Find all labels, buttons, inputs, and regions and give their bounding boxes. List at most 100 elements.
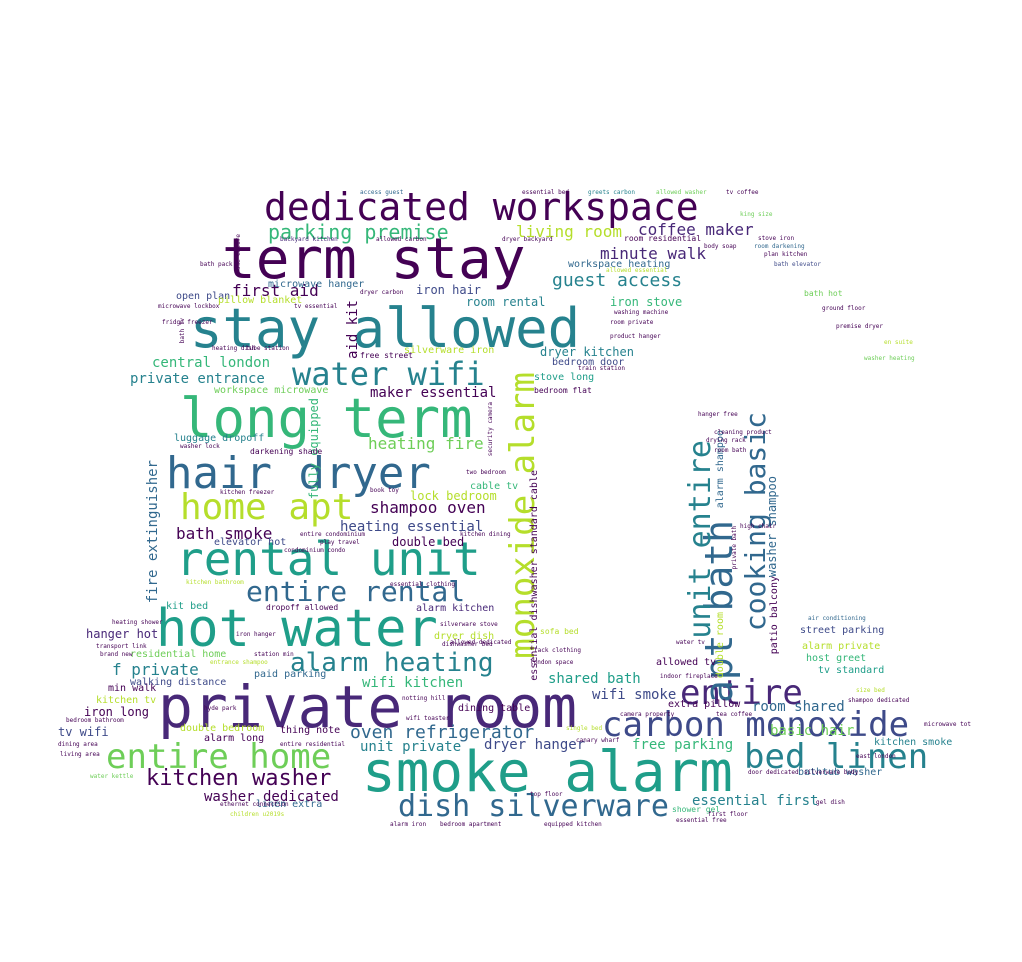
word: microwave tot	[924, 721, 971, 728]
word: allowed dedicated	[450, 639, 512, 646]
word: washer lock	[180, 443, 220, 450]
word: smoke alarm	[362, 740, 733, 805]
word: camera property	[620, 711, 675, 718]
word: book toy	[370, 487, 399, 494]
word: central london	[152, 355, 271, 371]
word: iron stove	[610, 295, 683, 309]
word: bath smoke	[176, 524, 273, 543]
word: kit bed	[166, 601, 209, 612]
word: backyard kitchen	[280, 236, 338, 243]
word: essential free	[676, 817, 727, 824]
word: play travel	[320, 539, 360, 546]
word: entire rental	[246, 575, 466, 608]
word: entrance shampoo	[210, 659, 268, 666]
word: elevator hot	[214, 537, 287, 548]
word: high chair	[740, 523, 777, 530]
word: heating dish	[212, 345, 256, 352]
word: unit private	[360, 739, 462, 755]
word: single bed	[566, 725, 603, 732]
word: kitchen freezer	[220, 489, 275, 496]
word: tea coffee	[716, 711, 753, 718]
word: stove long	[534, 372, 595, 383]
word: essential first	[692, 793, 819, 809]
word: coffee maker	[638, 220, 754, 239]
word: entire home	[106, 737, 332, 777]
word: double bedroom	[180, 723, 265, 734]
word: luggage dropoff	[174, 433, 265, 444]
word: brand new	[100, 651, 133, 658]
word: thing note	[280, 725, 341, 736]
word: dropoff allowed	[266, 603, 339, 612]
word: hot water	[156, 599, 438, 659]
word: open plan	[176, 291, 231, 302]
word: alarm kitchen	[416, 603, 495, 614]
word: double bed	[392, 535, 465, 549]
word: ground floor	[822, 305, 866, 312]
word: living room	[516, 222, 622, 241]
word: hanger free	[698, 411, 738, 418]
word: premise dryer	[836, 323, 883, 330]
word: parking premise	[268, 220, 449, 244]
word: wifi smoke	[592, 687, 677, 703]
word: bedroom door	[552, 357, 625, 368]
word: dishwasher bed	[442, 641, 493, 648]
word: term stay	[222, 227, 526, 292]
word: water tv	[676, 639, 705, 646]
word: hanger hot	[86, 627, 159, 641]
word: body soap	[704, 243, 737, 250]
word: microwave hanger	[268, 279, 365, 290]
word: hair dryer	[166, 448, 431, 499]
word: indoor fireplace	[660, 673, 718, 680]
word: rental unit	[176, 532, 481, 586]
word: en suite	[884, 339, 913, 346]
word: east london	[856, 753, 896, 760]
word: dryer dish	[434, 631, 495, 642]
word: plan kitchen	[764, 251, 808, 258]
word: bath hot	[804, 289, 843, 298]
word: private room	[158, 673, 578, 741]
word: shower gel	[672, 805, 721, 814]
word: silverware iron	[404, 345, 495, 356]
word: kitchen washer	[146, 766, 332, 791]
word: heating essential	[340, 519, 484, 535]
word: dining table	[458, 703, 531, 714]
word: transport link	[96, 643, 147, 650]
word: first floor	[708, 811, 748, 818]
word: silverware stove	[440, 621, 498, 628]
word: extra pillow	[668, 699, 741, 710]
word: iron hanger	[236, 631, 276, 638]
word: kitchen tv	[96, 695, 157, 706]
word: washing machine	[614, 309, 669, 316]
word: wifi kitchen	[362, 675, 464, 691]
word: home apt	[180, 487, 354, 528]
word: room bath	[714, 447, 747, 454]
word: bath tv	[179, 318, 186, 344]
word: essential bed	[522, 189, 569, 196]
word: bathtub washer	[798, 767, 883, 778]
word: workspace heating	[568, 259, 671, 270]
word: water kettle	[90, 773, 134, 780]
word: alarm long	[204, 733, 265, 744]
word: equipped kitchen	[544, 821, 602, 828]
word: cable tv	[470, 481, 519, 492]
word: pillow blanket	[218, 295, 303, 306]
word: tv essential	[294, 303, 338, 310]
word: tv wifi	[58, 725, 109, 739]
word: bedroom flat	[534, 386, 592, 395]
word: min walk	[108, 683, 157, 694]
word: children u2019s	[230, 811, 285, 818]
word: drying rack	[706, 437, 746, 444]
word: kitchen bathroom	[186, 579, 244, 586]
word: essential clothing	[390, 581, 456, 588]
word: bedroom bathroom	[66, 717, 124, 724]
word: dryer backyard	[502, 236, 553, 243]
word: room residential	[624, 234, 702, 243]
word: home entire	[235, 234, 242, 274]
word: room private	[610, 319, 654, 326]
word: size bed	[856, 687, 885, 694]
word: sofa bed	[540, 627, 579, 636]
word: tube station	[246, 345, 290, 352]
word: living area	[60, 751, 100, 758]
word: kitchen smoke	[874, 737, 953, 748]
word: dryer carbon	[360, 289, 404, 296]
